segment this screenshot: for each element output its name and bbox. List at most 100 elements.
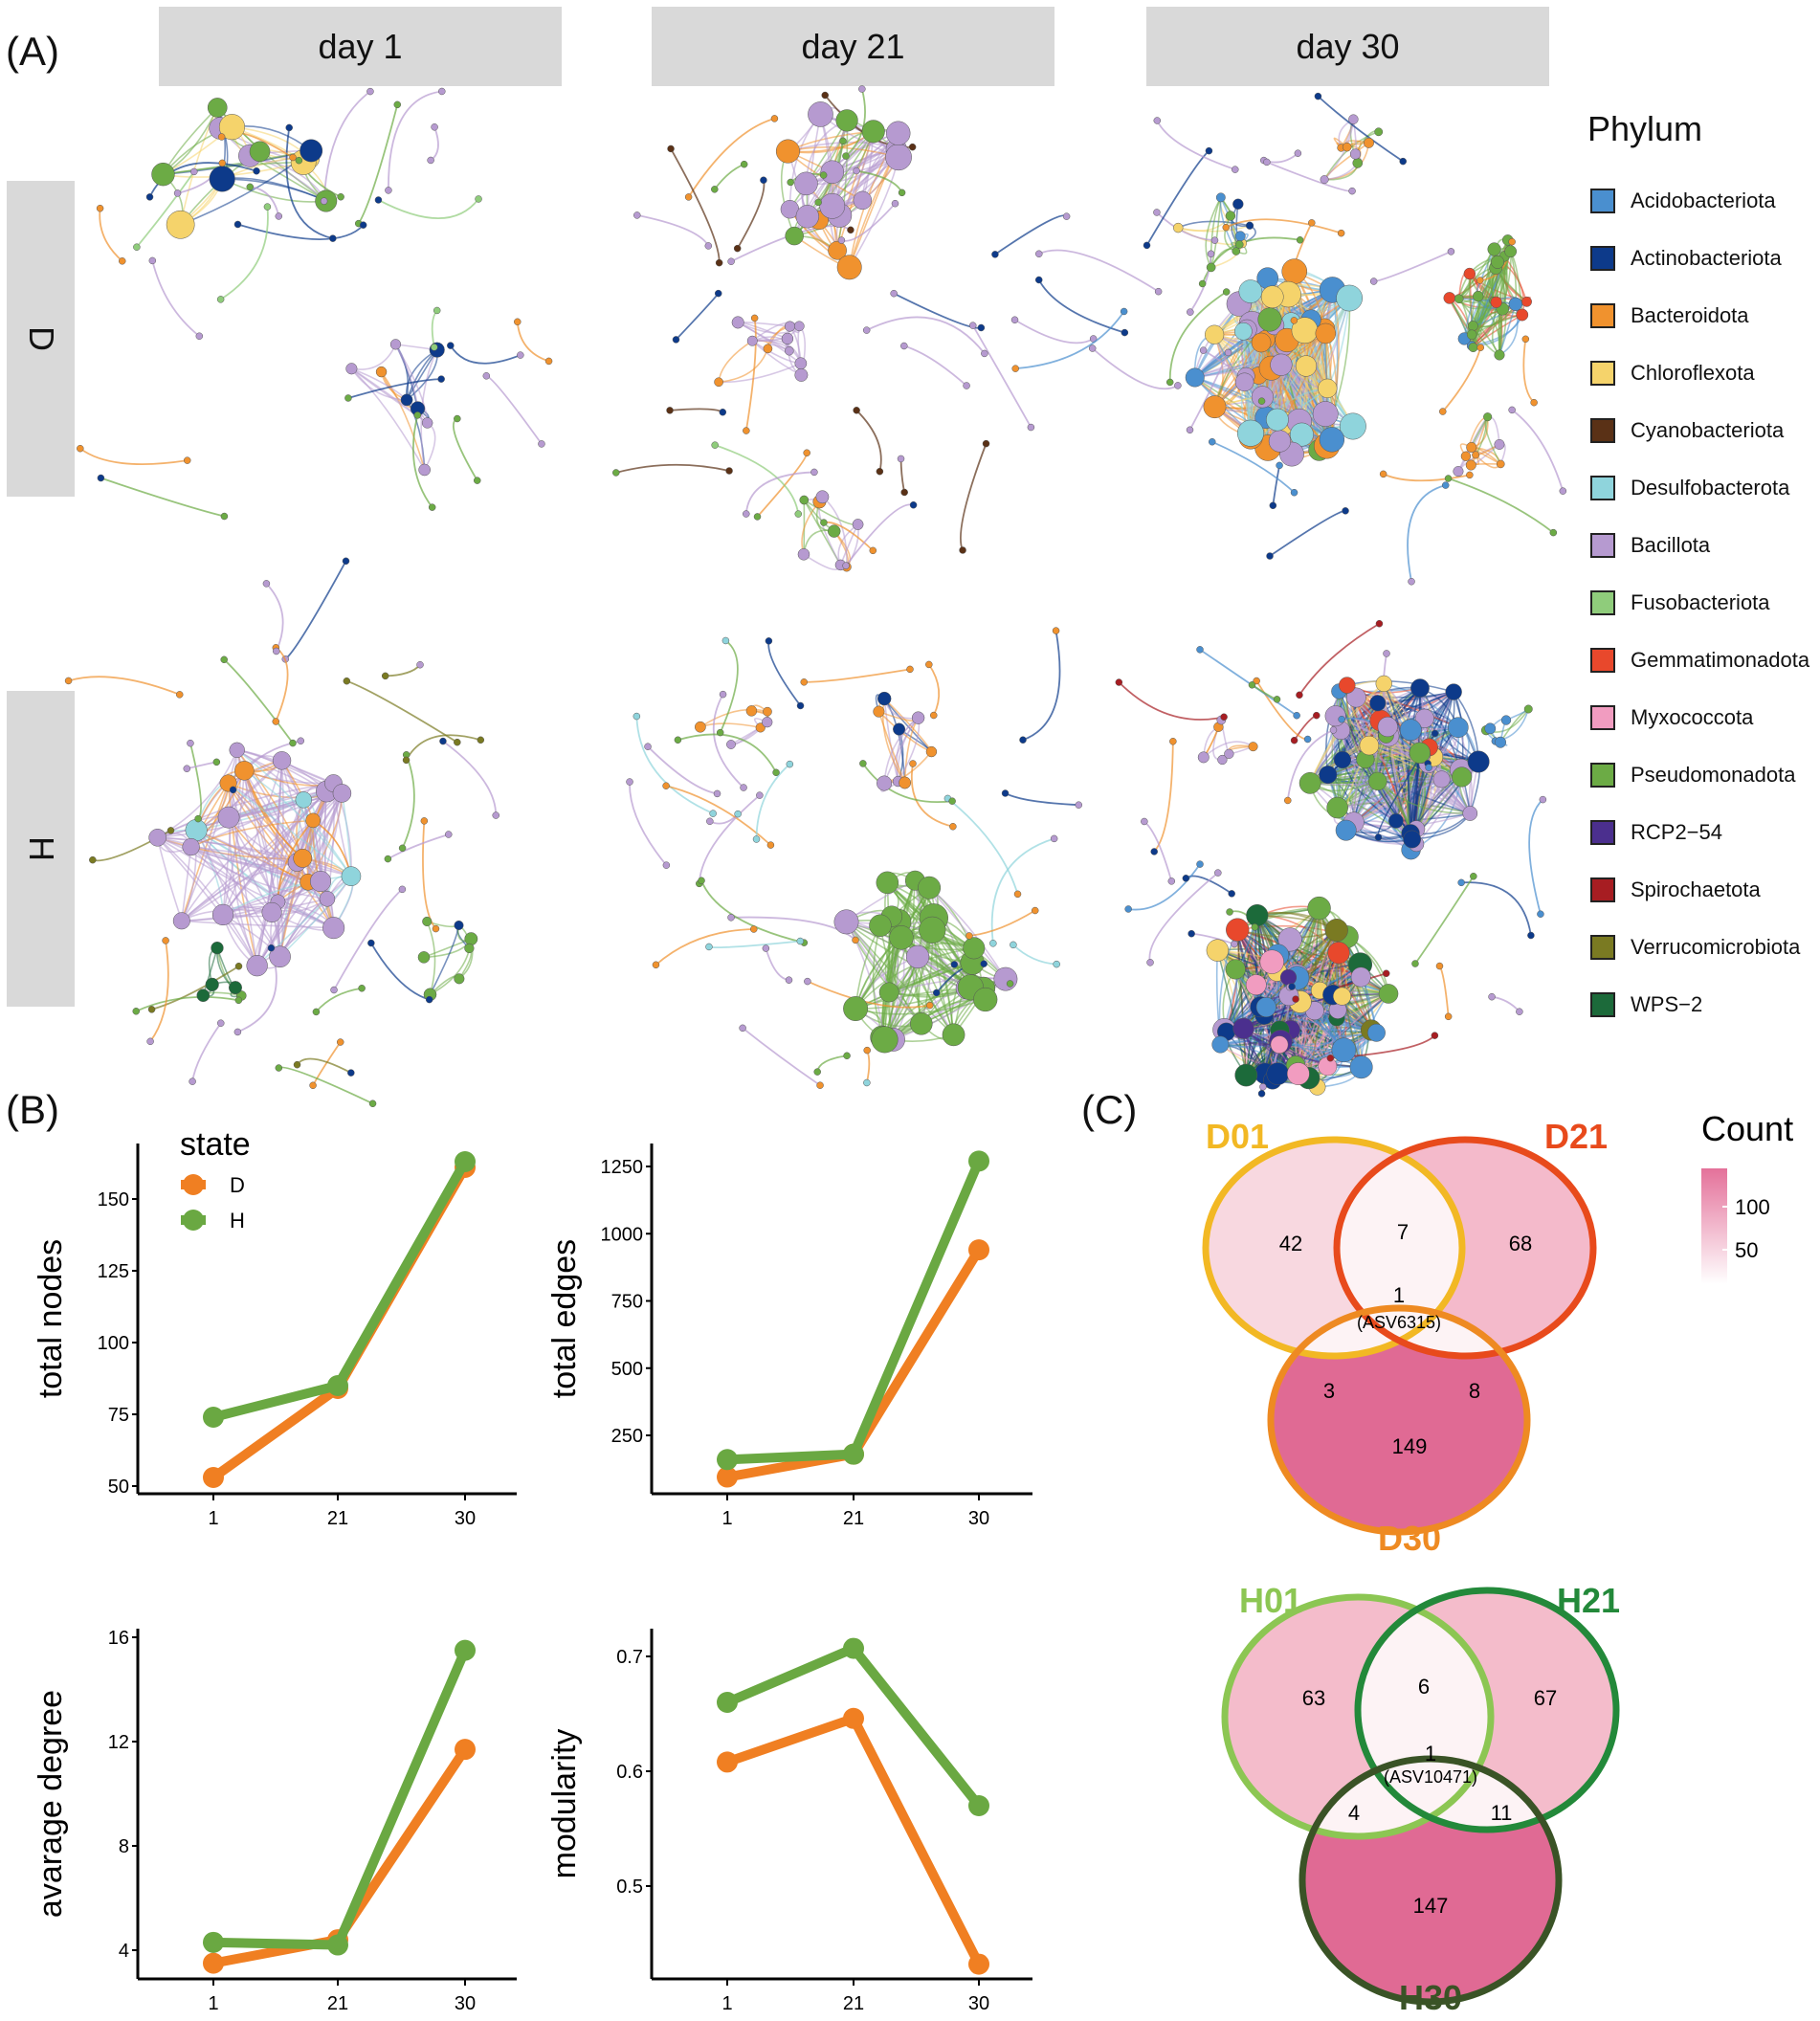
legend-swatch (1590, 877, 1615, 902)
network-node (709, 810, 717, 817)
network-node (727, 257, 735, 265)
network-node (1441, 481, 1450, 489)
network-node (725, 467, 733, 475)
network-node (876, 871, 899, 895)
network-edge (655, 928, 754, 966)
network-node (716, 728, 724, 737)
network-node (1263, 158, 1271, 167)
network-edge (1338, 691, 1379, 782)
network-edge (1438, 966, 1450, 1017)
network-node (332, 784, 352, 803)
network-node (1307, 896, 1331, 921)
network-edge (333, 888, 403, 990)
y-tick-label: 0.7 (616, 1647, 643, 1668)
network-node (842, 562, 850, 569)
network-node (1220, 713, 1228, 722)
network-edge (350, 367, 426, 471)
network-node (1333, 987, 1352, 1006)
network-edge (243, 770, 281, 957)
venn-intersection (1337, 1140, 1462, 1356)
network-edge (1461, 881, 1532, 936)
network-node (948, 797, 956, 805)
network-node (1288, 983, 1296, 990)
x-tick-label: 21 (327, 1508, 348, 1529)
network-node (745, 705, 758, 717)
network-node (833, 909, 859, 935)
network-graphs (64, 85, 1567, 1108)
network-node (389, 339, 402, 350)
network-node (1374, 833, 1383, 841)
network-edge (222, 770, 246, 916)
y-tick-label: 0.6 (616, 1762, 643, 1783)
network-edge (350, 367, 408, 401)
network-node (1226, 908, 1233, 916)
network-edge (189, 743, 202, 820)
network-node (711, 186, 719, 193)
network-node (1462, 806, 1478, 821)
network-node (1224, 348, 1232, 357)
network-node (909, 760, 917, 767)
network-edge (804, 668, 911, 683)
network-node (1349, 148, 1362, 160)
network-edge (222, 760, 283, 916)
network-node (1530, 398, 1538, 407)
network-node (644, 743, 652, 750)
network-node (220, 512, 229, 521)
network-node (959, 546, 966, 554)
network-edge (928, 663, 941, 716)
network-node (1293, 711, 1300, 720)
network-edge (100, 477, 225, 518)
network-node (667, 144, 675, 153)
network-node (797, 548, 810, 561)
network-node (514, 318, 522, 326)
network-node (808, 101, 833, 127)
network-node (211, 941, 224, 955)
network-node (1224, 748, 1234, 759)
network-edge (405, 734, 481, 761)
network-node (1463, 267, 1476, 280)
network-node (1521, 335, 1530, 344)
network-node (413, 411, 422, 419)
venn-region-count: 3 (1323, 1379, 1335, 1403)
network-node (477, 736, 485, 744)
network-node (853, 407, 860, 414)
network-edge (1118, 681, 1225, 721)
legend-label: Myxococcota (1631, 705, 1754, 729)
network-node (796, 937, 805, 945)
network-edge (755, 763, 790, 839)
y-axis-title: avarage degree (33, 1690, 69, 1918)
x-tick-label: 30 (455, 1508, 476, 1529)
network-node (1245, 221, 1254, 230)
network-node (889, 925, 914, 950)
network-edge (1407, 484, 1446, 582)
venn-set-label: H21 (1557, 1581, 1620, 1620)
venn-region-fill (1271, 1308, 1527, 1532)
network-node (731, 316, 744, 329)
network-node (1369, 278, 1378, 285)
venn-intersection-fill (1337, 1140, 1462, 1356)
network-node (492, 811, 499, 819)
network-node (1010, 316, 1019, 324)
network-node (1276, 461, 1283, 470)
network-node (1153, 117, 1162, 124)
state-legend-point (183, 1210, 204, 1231)
network-edge (426, 921, 436, 995)
legend-swatch (1590, 533, 1615, 558)
network-node (719, 690, 727, 699)
network-node (784, 321, 796, 332)
x-tick-label: 21 (327, 1993, 348, 2014)
network-node (1484, 722, 1497, 735)
phylum-legend-item: Verrucomicrobiota (1590, 935, 1800, 960)
data-point-H (843, 1443, 864, 1465)
network-node (793, 321, 805, 332)
network-node (343, 677, 351, 685)
network-node (743, 427, 750, 434)
legend-label: RCP2−54 (1631, 820, 1723, 844)
network-node (1075, 801, 1083, 809)
network-node (847, 226, 855, 234)
phylum-legend-title: Phylum (1587, 109, 1703, 148)
network-node (432, 924, 440, 933)
network-node (1318, 378, 1338, 398)
network-node (1266, 1062, 1290, 1085)
network-node (233, 220, 242, 229)
